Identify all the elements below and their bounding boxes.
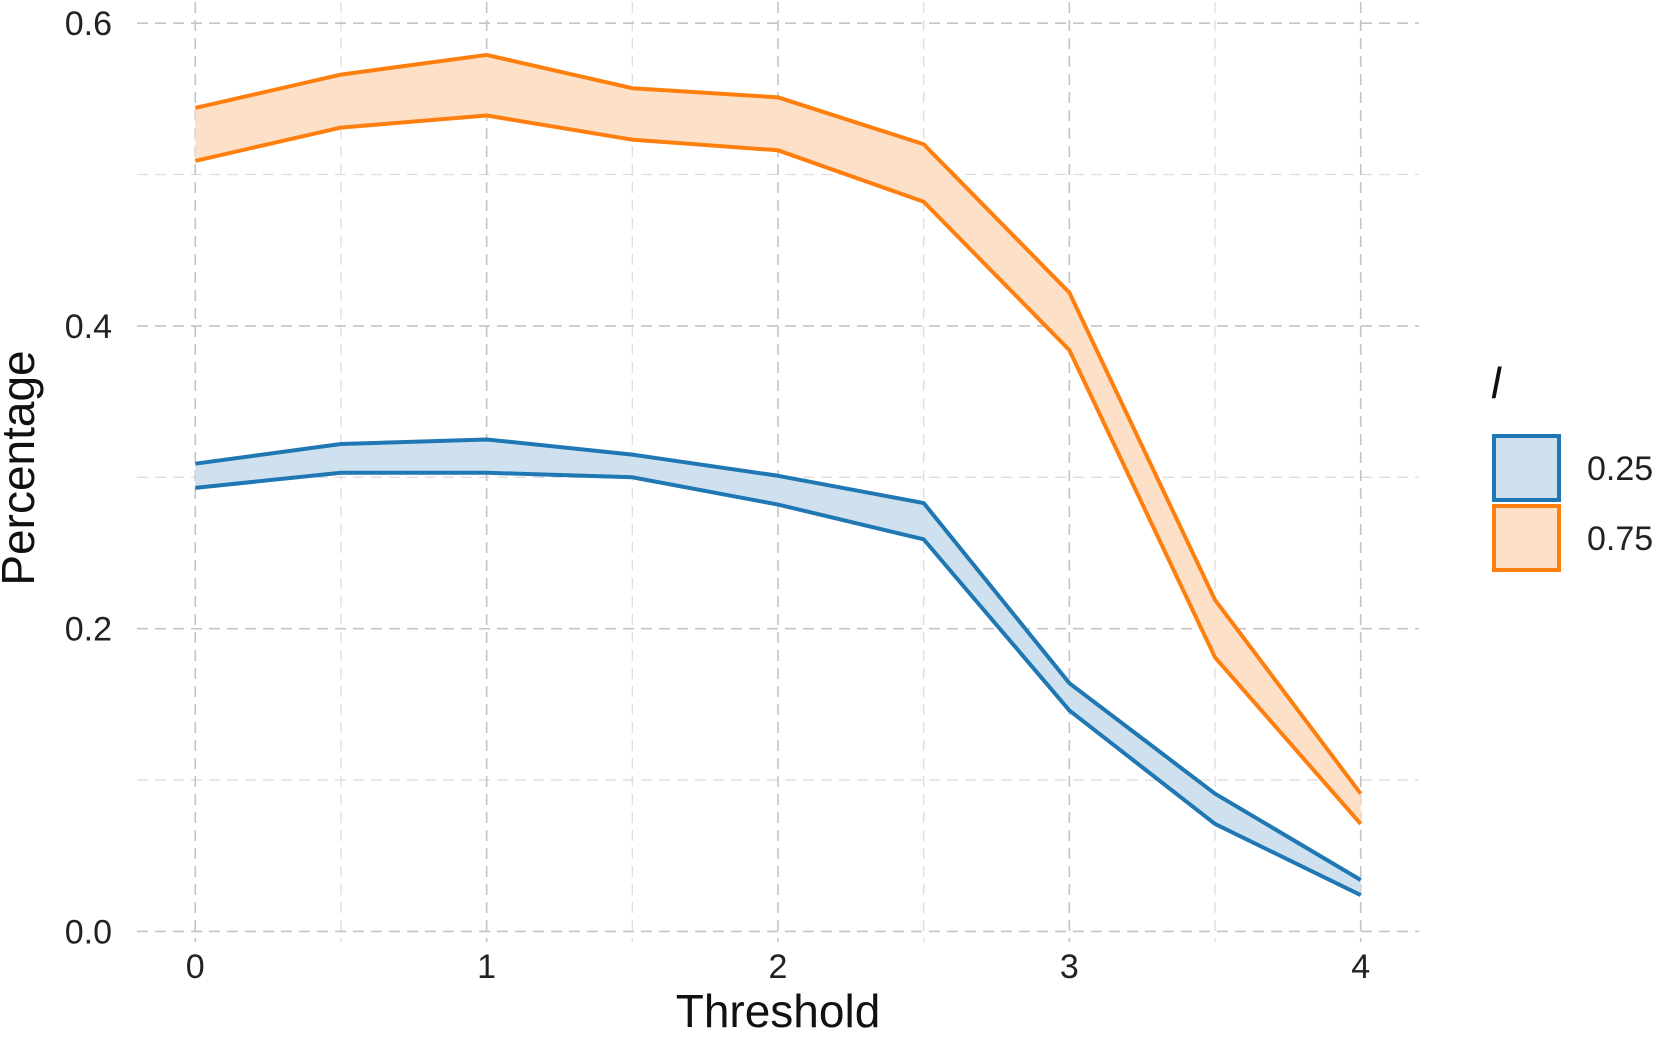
x-tick-label: 1: [477, 948, 496, 986]
y-tick-label: 0.2: [65, 611, 112, 649]
legend-title: l: [1491, 359, 1502, 408]
series-band-0.25: [195, 437, 1362, 897]
band-upper-line-0.25: [195, 437, 1362, 882]
x-axis-title: Threshold: [676, 985, 881, 1037]
legend-item-0.75: 0.75: [1492, 504, 1653, 572]
series-band-0.75: [194, 52, 1363, 826]
x-tick-label: 2: [769, 948, 788, 986]
band-lower-line-0.25: [195, 470, 1362, 897]
band-upper-line-0.75: [194, 52, 1363, 795]
y-axis-title: Percentage: [0, 350, 44, 585]
x-tick-label: 4: [1351, 948, 1370, 986]
legend-key-0.25: [1492, 434, 1561, 502]
legend-label-0.75: 0.75: [1587, 520, 1653, 558]
x-axis-ticks: 0 1 2 3 4: [186, 948, 1370, 986]
y-tick-label: 0.4: [65, 308, 112, 346]
y-axis-ticks: 0.0 0.2 0.4 0.6: [65, 5, 112, 951]
legend-key-0.75: [1492, 504, 1561, 572]
band-lower-line-0.75: [194, 113, 1363, 826]
series-bands: [194, 52, 1363, 897]
y-tick-label: 0.0: [65, 913, 112, 951]
legend-item-0.25: 0.25: [1492, 434, 1653, 502]
legend: l 0.25 0.75: [1491, 359, 1653, 572]
band-fill-0.75: [195, 54, 1361, 824]
x-tick-label: 0: [186, 948, 205, 986]
x-tick-label: 3: [1060, 948, 1079, 986]
legend-items: 0.25 0.75: [1492, 434, 1653, 572]
y-tick-label: 0.6: [65, 5, 112, 43]
legend-label-0.25: 0.25: [1587, 450, 1653, 488]
